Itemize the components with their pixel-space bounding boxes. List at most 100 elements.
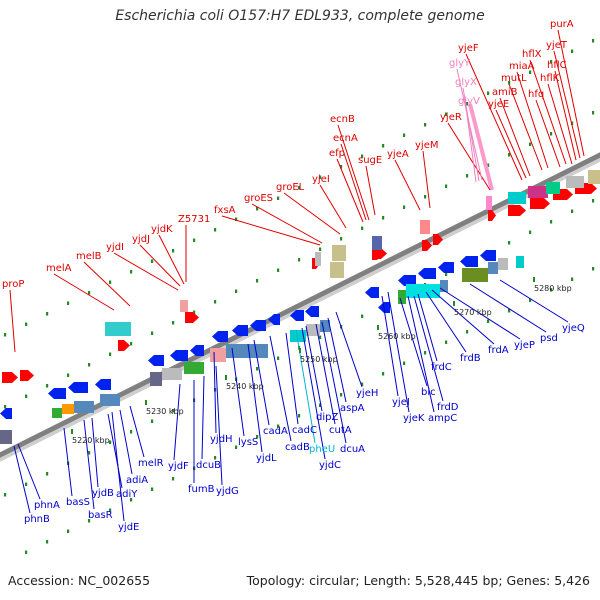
- feature-box[interactable]: [398, 290, 406, 304]
- feature-box[interactable]: [516, 256, 524, 268]
- reverse-gene-arrow[interactable]: [398, 275, 416, 286]
- feature-box[interactable]: [100, 394, 120, 406]
- gene-label-sugE[interactable]: sugE: [358, 155, 382, 166]
- gene-label-fxsA[interactable]: fxsA: [214, 205, 236, 216]
- reverse-gene-arrow[interactable]: [148, 355, 164, 366]
- gene-label-hflK[interactable]: hflK: [540, 73, 560, 84]
- gene-label-glyV[interactable]: glyV: [458, 96, 480, 107]
- gene-label-Z5731[interactable]: Z5731: [178, 214, 210, 225]
- gene-label-blc[interactable]: blc: [421, 387, 436, 398]
- gene-label-ecnA[interactable]: ecnA: [333, 133, 358, 144]
- gene-label-psd[interactable]: psd: [540, 333, 558, 344]
- gene-label-frdD[interactable]: frdD: [437, 402, 459, 413]
- gene-label-purA[interactable]: purA: [550, 19, 574, 30]
- gene-label-melA[interactable]: melA: [46, 263, 72, 274]
- gene-label-yjeM[interactable]: yjeM: [415, 140, 438, 151]
- feature-box[interactable]: [508, 192, 526, 204]
- reverse-gene-arrow[interactable]: [290, 310, 304, 321]
- reverse-gene-arrow[interactable]: [460, 256, 478, 267]
- gene-label-mutL[interactable]: mutL: [501, 73, 527, 84]
- gene-label-groEL[interactable]: groEL: [276, 182, 305, 193]
- gene-label-yjdG[interactable]: yjdG: [216, 486, 239, 497]
- gene-label-yjeF[interactable]: yjeF: [458, 43, 479, 54]
- gene-label-basR[interactable]: basR: [88, 510, 113, 521]
- feature-box[interactable]: [315, 252, 321, 266]
- gene-label-aspA[interactable]: aspA: [340, 403, 365, 414]
- feature-box[interactable]: [150, 372, 162, 386]
- feature-box[interactable]: [420, 220, 430, 234]
- gene-label-yjdI[interactable]: yjdI: [106, 242, 124, 253]
- reverse-gene-arrow[interactable]: [232, 325, 248, 336]
- feature-box[interactable]: [440, 280, 448, 292]
- reverse-gene-arrow[interactable]: [212, 331, 228, 342]
- gene-label-melR[interactable]: melR: [138, 458, 164, 469]
- reverse-gene-arrow[interactable]: [438, 262, 454, 273]
- feature-box[interactable]: [162, 368, 182, 380]
- gene-label-yjdF[interactable]: yjdF: [168, 461, 189, 472]
- gene-label-yjdJ[interactable]: yjdJ: [132, 234, 150, 245]
- gene-label-adiY[interactable]: adiY: [116, 489, 138, 500]
- gene-label-hfq[interactable]: hfq: [528, 89, 544, 100]
- gene-label-yjeP[interactable]: yjeP: [514, 340, 535, 351]
- gene-label-yjeT[interactable]: yjeT: [546, 40, 568, 51]
- gene-label-glyX[interactable]: glyX: [455, 77, 477, 88]
- reverse-gene-arrow[interactable]: [418, 268, 436, 279]
- feature-box[interactable]: [330, 262, 344, 278]
- forward-gene-arrow[interactable]: [530, 198, 550, 209]
- feature-box[interactable]: [546, 182, 560, 194]
- feature-box[interactable]: [528, 186, 548, 198]
- gene-label-yjdL[interactable]: yjdL: [256, 453, 277, 464]
- forward-gene-arrow[interactable]: [375, 248, 387, 259]
- gene-label-cadB[interactable]: cadB: [285, 442, 310, 453]
- gene-label-yjeI[interactable]: yjeI: [312, 174, 330, 185]
- feature-box[interactable]: [74, 401, 94, 413]
- gene-label-yjdE[interactable]: yjdE: [118, 522, 139, 533]
- gene-label-glyY[interactable]: glyY: [449, 58, 471, 69]
- gene-label-frdC[interactable]: frdC: [431, 362, 452, 373]
- reverse-gene-arrow[interactable]: [480, 250, 496, 261]
- feature-box[interactable]: [486, 196, 492, 210]
- gene-label-cadC[interactable]: cadC: [292, 425, 317, 436]
- gene-label-amiB[interactable]: amiB: [492, 87, 518, 98]
- gene-label-proP[interactable]: proP: [2, 279, 24, 290]
- forward-gene-arrow[interactable]: [422, 240, 432, 251]
- gene-label-melB[interactable]: melB: [76, 251, 102, 262]
- feature-box[interactable]: [462, 268, 488, 282]
- feature-box[interactable]: [210, 348, 226, 362]
- gene-label-yjeK[interactable]: yjeK: [403, 413, 425, 424]
- feature-box[interactable]: [184, 362, 204, 374]
- gene-label-yjeE[interactable]: yjeE: [488, 99, 509, 110]
- forward-gene-arrow[interactable]: [488, 210, 496, 221]
- reverse-gene-arrow[interactable]: [0, 408, 12, 419]
- gene-label-frdA[interactable]: frdA: [488, 345, 509, 356]
- gene-label-efp[interactable]: efp: [329, 148, 345, 159]
- gene-label-phnB[interactable]: phnB: [24, 514, 50, 525]
- gene-label-pheU[interactable]: pheU: [309, 444, 335, 455]
- feature-box[interactable]: [372, 236, 382, 250]
- feature-box[interactable]: [180, 300, 188, 312]
- reverse-gene-arrow[interactable]: [68, 382, 88, 393]
- gene-label-dcuB[interactable]: dcuB: [196, 460, 221, 471]
- gene-label-cutA[interactable]: cutA: [329, 425, 352, 436]
- forward-gene-arrow[interactable]: [2, 372, 18, 383]
- gene-label-yjdB[interactable]: yjdB: [92, 488, 114, 499]
- forward-gene-arrow[interactable]: [118, 340, 130, 351]
- feature-box[interactable]: [62, 404, 74, 414]
- gene-label-yjeH[interactable]: yjeH: [356, 388, 378, 399]
- gene-label-fumB[interactable]: fumB: [188, 484, 215, 495]
- gene-label-basS[interactable]: basS: [66, 497, 90, 508]
- gene-label-phnA[interactable]: phnA: [34, 500, 60, 511]
- gene-label-groES[interactable]: groES: [244, 193, 273, 204]
- gene-label-cadA[interactable]: cadA: [263, 426, 288, 437]
- gene-label-hflX[interactable]: hflX: [522, 49, 542, 60]
- forward-gene-arrow[interactable]: [433, 234, 443, 245]
- reverse-gene-arrow[interactable]: [365, 287, 379, 298]
- reverse-gene-arrow[interactable]: [95, 379, 111, 390]
- gene-label-frdB[interactable]: frdB: [460, 353, 481, 364]
- gene-label-yjdC[interactable]: yjdC: [319, 460, 341, 471]
- gene-label-adiA[interactable]: adiA: [126, 475, 148, 486]
- feature-box[interactable]: [588, 170, 600, 184]
- feature-box[interactable]: [406, 284, 440, 298]
- feature-box[interactable]: [498, 258, 508, 270]
- feature-box[interactable]: [566, 176, 584, 188]
